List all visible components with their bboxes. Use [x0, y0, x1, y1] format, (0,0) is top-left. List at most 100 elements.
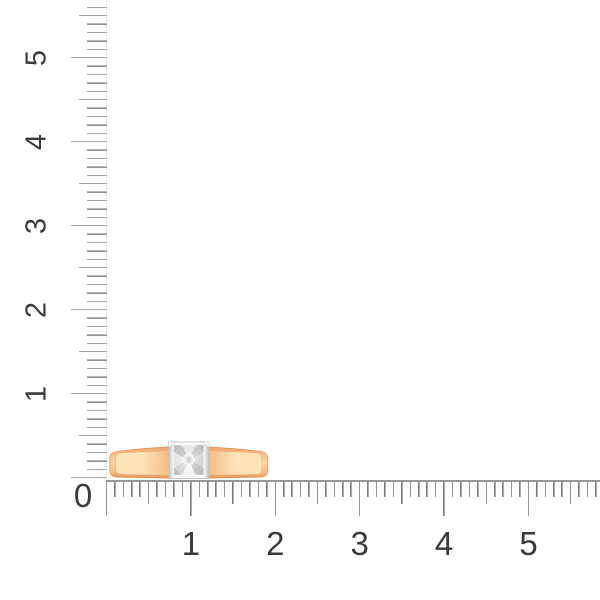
- horizontal-ruler-axis: [105, 480, 600, 482]
- ruler-tick: [86, 115, 107, 118]
- ruler-tick: [105, 481, 108, 516]
- ruler-tick: [78, 14, 107, 17]
- ruler-tick: [86, 258, 107, 261]
- ruler-tick: [249, 481, 251, 497]
- ruler-tick: [86, 124, 107, 126]
- ruler-tick: [86, 342, 107, 345]
- ruler-tick: [86, 157, 107, 160]
- ruler-tick: [190, 481, 192, 516]
- ruler-tick: [333, 481, 336, 497]
- ruler-tick: [426, 481, 428, 497]
- v-ruler-label-5: 5: [20, 49, 53, 66]
- ruler-tick: [86, 376, 107, 378]
- ruler-tick: [384, 481, 386, 497]
- ruler-tick: [139, 481, 142, 497]
- ruler-tick: [375, 481, 378, 497]
- ruler-tick: [70, 224, 107, 227]
- ruler-tick: [86, 367, 107, 370]
- ruler-tick: [86, 6, 107, 9]
- ruler-tick: [86, 300, 107, 303]
- ruler-tick: [86, 401, 107, 403]
- ruler-tick: [70, 56, 107, 59]
- ruler-tick: [86, 418, 107, 420]
- v-ruler-label-4: 4: [20, 133, 53, 150]
- ring-product-image: [109, 441, 269, 480]
- ruler-tick: [544, 481, 547, 497]
- ruler-tick: [206, 481, 209, 497]
- ruler-tick: [274, 481, 277, 516]
- ruler-tick: [460, 481, 462, 497]
- ruler-tick: [215, 481, 217, 497]
- diamond-gem: [174, 445, 204, 475]
- ruler-tick: [86, 73, 107, 76]
- ruler-tick: [266, 481, 268, 497]
- ruler-tick: [451, 481, 454, 497]
- ruler-tick: [86, 174, 107, 177]
- vertical-ruler-axis: [105, 0, 108, 480]
- ruler-tick: [401, 481, 403, 504]
- ruler-tick: [240, 481, 243, 497]
- ruler-tick: [78, 266, 107, 269]
- ruler-tick: [477, 481, 479, 497]
- ruler-tick: [299, 481, 302, 497]
- h-ruler-label-1: 1: [181, 525, 201, 562]
- ruler-tick: [78, 350, 107, 353]
- ruler-tick: [78, 182, 107, 185]
- h-ruler-label-3: 3: [350, 525, 369, 562]
- ruler-tick: [417, 481, 420, 497]
- ruler-tick: [291, 481, 293, 497]
- ruler-tick: [122, 481, 125, 497]
- ruler-tick: [86, 191, 107, 193]
- ruler-tick: [595, 481, 597, 497]
- ruler-tick: [232, 481, 234, 504]
- ruler-tick: [86, 384, 107, 387]
- h-ruler-label-2: 2: [266, 525, 285, 562]
- ruler-tick: [527, 481, 530, 516]
- ruler-tick: [181, 481, 184, 497]
- ruler-tick: [86, 241, 107, 244]
- ruler-tick: [198, 481, 201, 497]
- v-ruler-label-2: 2: [20, 301, 53, 318]
- v-ruler-label-3: 3: [20, 217, 53, 234]
- ruler-tick: [86, 48, 107, 51]
- ruler-tick: [86, 317, 107, 319]
- ring-band-left: [109, 446, 170, 479]
- ruler-tick: [502, 481, 504, 497]
- ruler-tick: [86, 23, 107, 25]
- ruler-tick: [561, 481, 564, 497]
- ruler-tick: [86, 107, 107, 109]
- ruler-tick: [510, 481, 513, 497]
- ruler-tick: [86, 82, 107, 84]
- ruler-tick: [70, 392, 107, 395]
- ruler-tick: [86, 216, 107, 219]
- ruler-tick: [86, 166, 107, 168]
- ruler-tick: [519, 481, 521, 497]
- ruler-tick: [468, 481, 471, 497]
- ruler-tick: [553, 481, 555, 497]
- ruler-tick: [114, 481, 116, 497]
- ruler-tick: [86, 334, 107, 336]
- ruler-tick: [86, 31, 107, 34]
- ruler-tick: [578, 481, 580, 497]
- ruler-tick: [350, 481, 353, 497]
- ruler-tick: [78, 434, 107, 437]
- ruler-tick: [86, 325, 107, 328]
- ruler-tick: [325, 481, 327, 497]
- ruler-tick: [70, 308, 107, 311]
- ruler-tick: [86, 199, 107, 202]
- ruler-tick: [86, 468, 107, 471]
- ruler-tick: [86, 65, 107, 67]
- ruler-tick: [70, 140, 107, 143]
- ruler-tick: [86, 443, 107, 445]
- ruler-tick: [493, 481, 496, 497]
- ruler-tick: [131, 481, 133, 497]
- ruler-tick: [308, 481, 310, 497]
- ruler-tick: [86, 409, 107, 412]
- ruler-tick: [392, 481, 395, 497]
- ruler-tick: [86, 149, 107, 151]
- ruler-tick: [316, 481, 319, 504]
- ruler-tick: [282, 481, 285, 497]
- ruler-tick: [86, 233, 107, 235]
- ruler-tick: [78, 98, 107, 101]
